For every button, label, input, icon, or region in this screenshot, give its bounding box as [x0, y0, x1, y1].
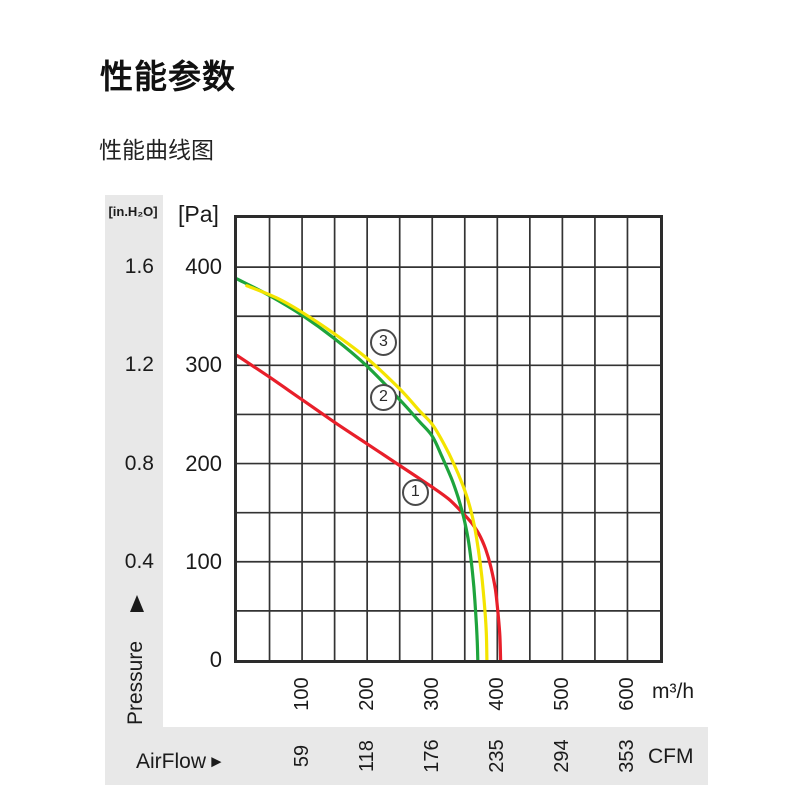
y-tick-pa-100: 100 — [185, 548, 222, 574]
y-tick-inh2o-1.6: 1.6 — [124, 255, 154, 279]
cfm-tick-353: 353 — [616, 739, 639, 773]
y-tick-inh2o-0.4: 0.4 — [124, 549, 154, 573]
x-tick-m3h-600: 600 — [616, 677, 639, 711]
x-tick-m3h-300: 300 — [421, 677, 444, 711]
y-tick-pa-200: 200 — [185, 450, 222, 476]
y-axis-unit-pa: [Pa] — [178, 201, 219, 227]
page-title: 性能参数 — [100, 58, 236, 95]
performance-curve-3 — [245, 284, 489, 660]
airflow-text: AirFlow — [136, 750, 207, 773]
x-tick-m3h-100: 100 — [291, 677, 314, 711]
plot-area: 1 2 3 — [234, 215, 663, 663]
x-axis-unit-m3h: m³/h — [652, 680, 694, 703]
cfm-tick-294: 294 — [551, 739, 574, 773]
pressure-up-arrow-icon — [130, 595, 144, 612]
cfm-tick-59: 59 — [291, 744, 314, 768]
x-tick-m3h-400: 400 — [486, 677, 509, 711]
y-tick-pa-300: 300 — [185, 352, 222, 378]
cfm-tick-118: 118 — [356, 740, 379, 772]
cfm-tick-235: 235 — [486, 739, 509, 773]
performance-curves-svg — [237, 218, 660, 660]
x-axis-unit-cfm: CFM — [648, 745, 694, 768]
y-tick-inh2o-1.2: 1.2 — [124, 353, 154, 377]
y-axis-gray-band — [105, 195, 163, 785]
y-tick-inh2o-0.8: 0.8 — [124, 451, 154, 475]
airflow-arrow-icon: ► — [208, 752, 225, 771]
curve-label-2: 2 — [369, 384, 397, 412]
y-tick-pa-0: 0 — [209, 647, 222, 672]
x-tick-m3h-500: 500 — [551, 677, 574, 711]
cfm-tick-176: 176 — [421, 739, 444, 773]
performance-curve-2 — [237, 277, 480, 660]
chart-subtitle: 性能曲线图 — [99, 137, 214, 163]
y-tick-pa-400: 400 — [185, 254, 222, 280]
x-axis-gray-band — [105, 727, 708, 785]
y-axis-unit-inh2o: [in.H₂O] — [108, 204, 158, 219]
pressure-axis-title: Pressure — [124, 640, 147, 726]
x-tick-m3h-200: 200 — [356, 677, 379, 711]
curve-label-1: 1 — [401, 478, 429, 506]
curve-label-3: 3 — [369, 329, 397, 357]
airflow-label: AirFlow ► — [136, 750, 225, 774]
